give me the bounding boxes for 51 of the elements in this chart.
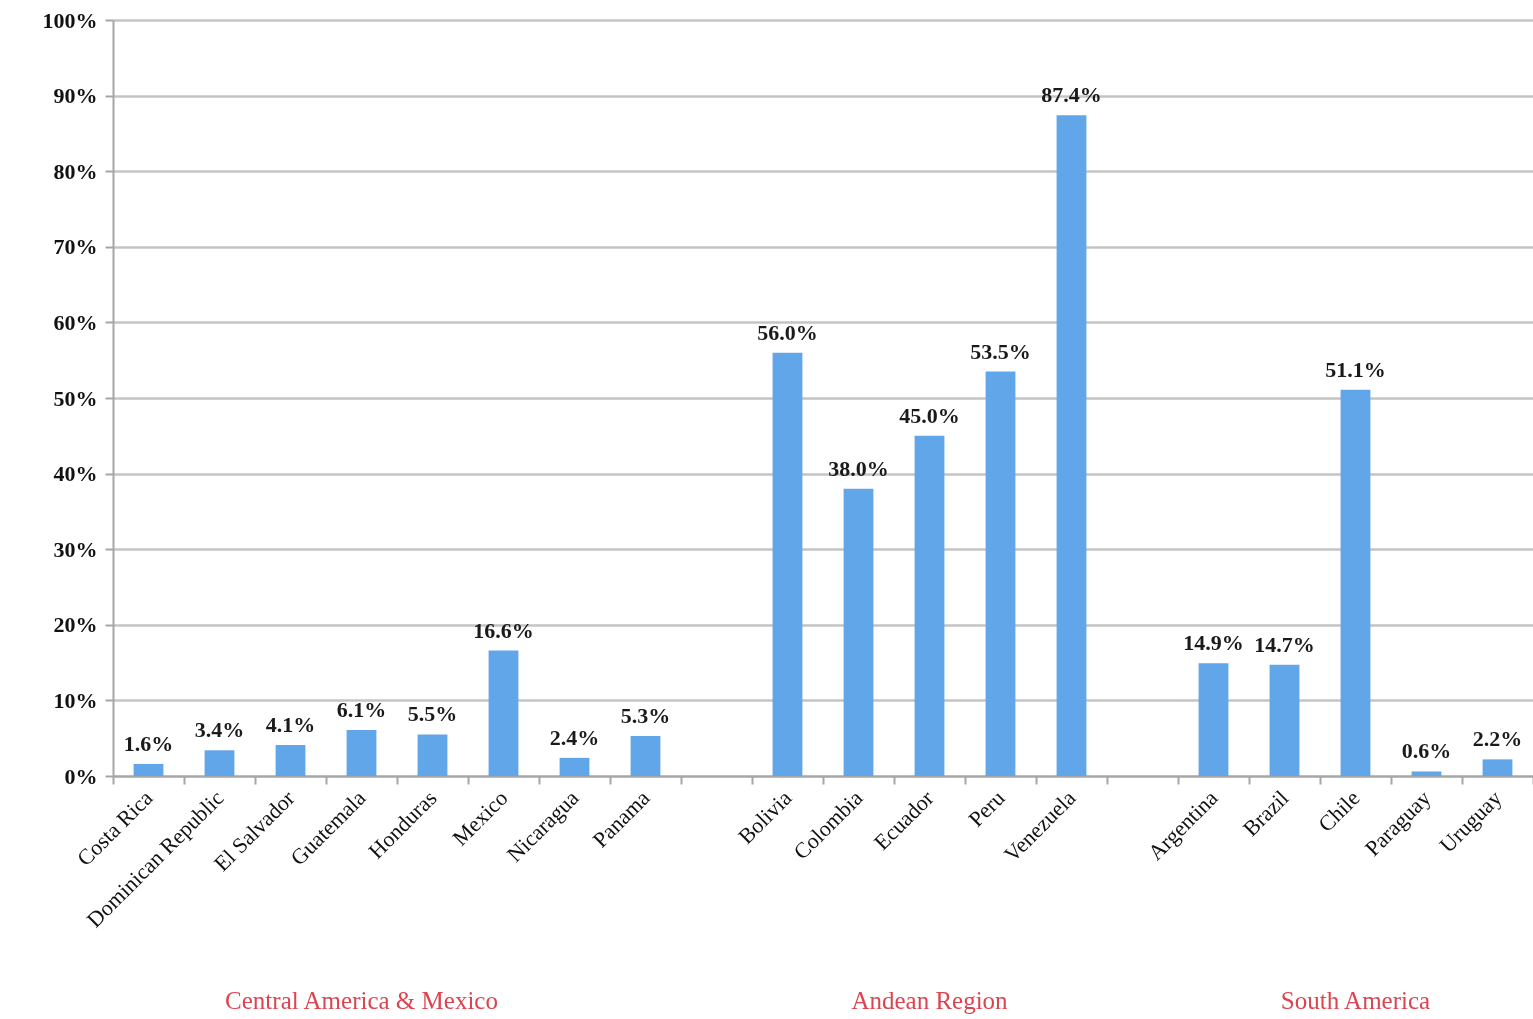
data-label: 51.1% [1325,356,1386,382]
bar [133,763,164,776]
text: South America [1280,987,1431,1014]
y-tick-label: 60% [53,309,98,335]
y-tick-label: 40% [53,461,98,487]
y-tick-label: 70% [53,234,98,260]
data-label: 5.5% [407,701,458,727]
data-label: 56.0% [757,319,818,345]
data-label: 2.2% [1472,726,1523,752]
data-label: 45.0% [899,402,960,428]
bar [204,750,235,776]
data-label: 4.1% [265,712,316,737]
y-tick-label: 30% [53,536,98,562]
bar [1269,664,1300,776]
x-tick-label: Chile [1313,785,1365,837]
y-tick-label: 0% [64,763,98,789]
data-label: 16.6% [473,617,534,643]
bar [843,488,874,776]
y-tick-label: 20% [53,612,98,638]
data-label: 87.4% [1041,82,1102,108]
bar [985,371,1016,776]
bar [559,757,590,776]
bar [417,734,448,776]
data-label: 3.4% [194,717,245,743]
y-tick-label: 80% [53,158,98,184]
bar [488,650,519,776]
data-label: 6.1% [336,696,387,722]
bar [772,352,803,776]
data-label: 2.4% [549,724,600,750]
bar [1198,663,1229,776]
bar [1482,759,1513,776]
text: Central America & Mexico [225,987,498,1014]
text: Andean Region [851,987,1009,1014]
data-label: 14.9% [1183,630,1244,656]
data-label: 0.6% [1401,738,1452,764]
bar [914,435,945,776]
data-label: 38.0% [828,455,889,481]
bar [1056,115,1087,776]
data-label: 1.6% [123,730,174,756]
y-tick-label: 100% [42,7,98,33]
y-tick-label: 90% [53,83,98,109]
bar [1340,389,1371,776]
data-label: 5.3% [620,702,671,728]
bar [1411,771,1442,776]
bar [275,745,306,776]
y-tick-label: 10% [53,687,98,713]
bar [346,729,377,776]
data-label: 53.5% [970,338,1031,364]
bar [630,735,661,776]
y-tick-label: 50% [53,385,98,411]
data-label: 14.7% [1254,631,1315,657]
